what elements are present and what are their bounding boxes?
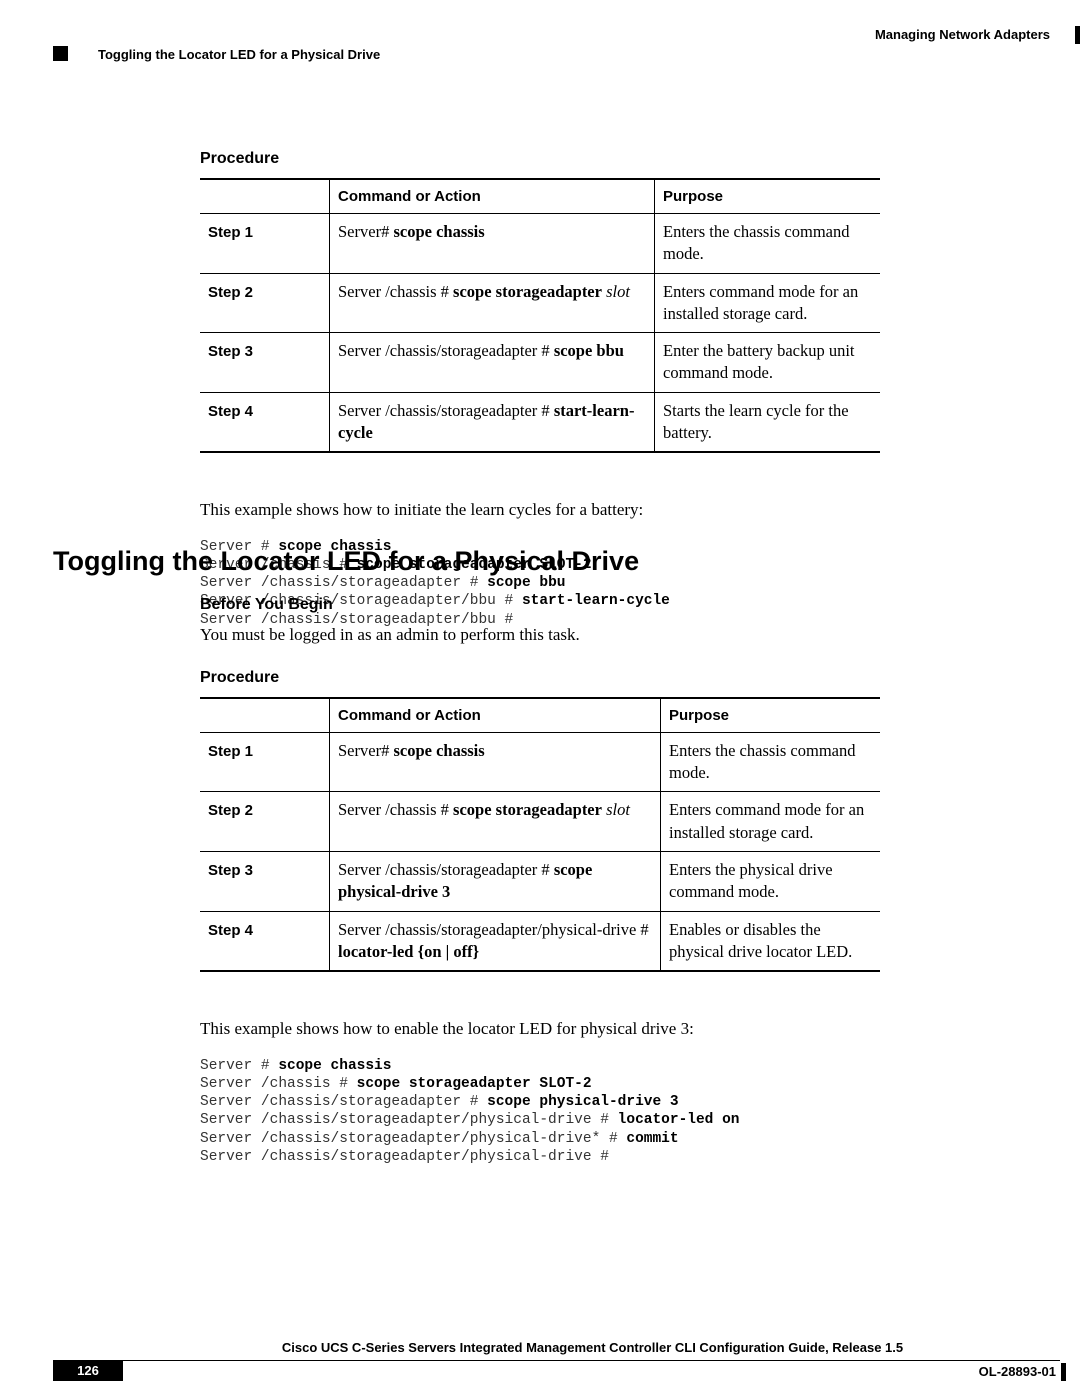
purpose-cell: Enter the battery backup unit command mo… [655,333,881,393]
section-title: Toggling the Locator LED for a Physical … [53,546,639,577]
procedure-heading: Procedure [200,150,880,168]
step-label: Step 3 [208,862,253,879]
command-cell: Server# scope chassis [330,732,661,792]
step-label: Step 2 [208,802,253,819]
table-row: Step 4 Server /chassis/storageadapter # … [200,392,880,452]
header-section-marker [53,46,68,61]
example-code-2: Server # scope chassis Server /chassis #… [200,1057,880,1166]
table-row: Step 2 Server /chassis # scope storagead… [200,273,880,333]
procedure-block-2: Before You Begin You must be logged in a… [200,596,880,1166]
command-cell: Server# scope chassis [330,214,655,274]
command-cell: Server /chassis # scope storageadapter s… [330,792,661,852]
table-row: Step 3 Server /chassis/storageadapter # … [200,333,880,393]
page: Managing Network Adapters Toggling the L… [0,0,1080,1397]
col-step [200,179,330,214]
purpose-cell: Starts the learn cycle for the battery. [655,392,881,452]
footer-accent-bar [1061,1363,1066,1381]
header-section-title: Toggling the Locator LED for a Physical … [98,47,380,62]
header-chapter-title: Managing Network Adapters [875,27,1050,42]
header-accent-bar [1075,26,1080,44]
col-command: Command or Action [330,179,655,214]
before-you-begin-text: You must be logged in as an admin to per… [200,624,880,647]
footer-rule [53,1360,1060,1361]
footer-doc-id: OL-28893-01 [979,1364,1056,1379]
table-row: Step 3 Server /chassis/storageadapter # … [200,852,880,912]
procedure-table-2: Command or Action Purpose Step 1 Server#… [200,697,880,972]
footer-book-title: Cisco UCS C-Series Servers Integrated Ma… [135,1340,1050,1355]
col-command: Command or Action [330,698,661,733]
command-cell: Server /chassis/storageadapter # scope p… [330,852,661,912]
procedure-heading: Procedure [200,669,880,687]
table-row: Step 1 Server# scope chassis Enters the … [200,732,880,792]
table-row: Step 4 Server /chassis/storageadapter/ph… [200,911,880,971]
col-purpose: Purpose [661,698,881,733]
step-label: Step 4 [208,403,253,420]
purpose-cell: Enables or disables the physical drive l… [661,911,881,971]
command-cell: Server /chassis/storageadapter # start-l… [330,392,655,452]
example-intro: This example shows how to initiate the l… [200,499,880,522]
step-label: Step 2 [208,284,253,301]
purpose-cell: Enters the chassis command mode. [661,732,881,792]
step-label: Step 1 [208,224,253,241]
step-label: Step 4 [208,922,253,939]
command-cell: Server /chassis # scope storageadapter s… [330,273,655,333]
table-row: Step 2 Server /chassis # scope storagead… [200,792,880,852]
step-label: Step 1 [208,743,253,760]
command-cell: Server /chassis/storageadapter/physical-… [330,911,661,971]
command-cell: Server /chassis/storageadapter # scope b… [330,333,655,393]
page-number: 126 [53,1361,123,1381]
purpose-cell: Enters the physical drive command mode. [661,852,881,912]
purpose-cell: Enters the chassis command mode. [655,214,881,274]
col-step [200,698,330,733]
purpose-cell: Enters command mode for an installed sto… [655,273,881,333]
example-intro: This example shows how to enable the loc… [200,1018,880,1041]
before-you-begin-heading: Before You Begin [200,596,880,614]
purpose-cell: Enters command mode for an installed sto… [661,792,881,852]
col-purpose: Purpose [655,179,881,214]
table-row: Step 1 Server# scope chassis Enters the … [200,214,880,274]
procedure-table-1: Command or Action Purpose Step 1 Server#… [200,178,880,453]
step-label: Step 3 [208,343,253,360]
